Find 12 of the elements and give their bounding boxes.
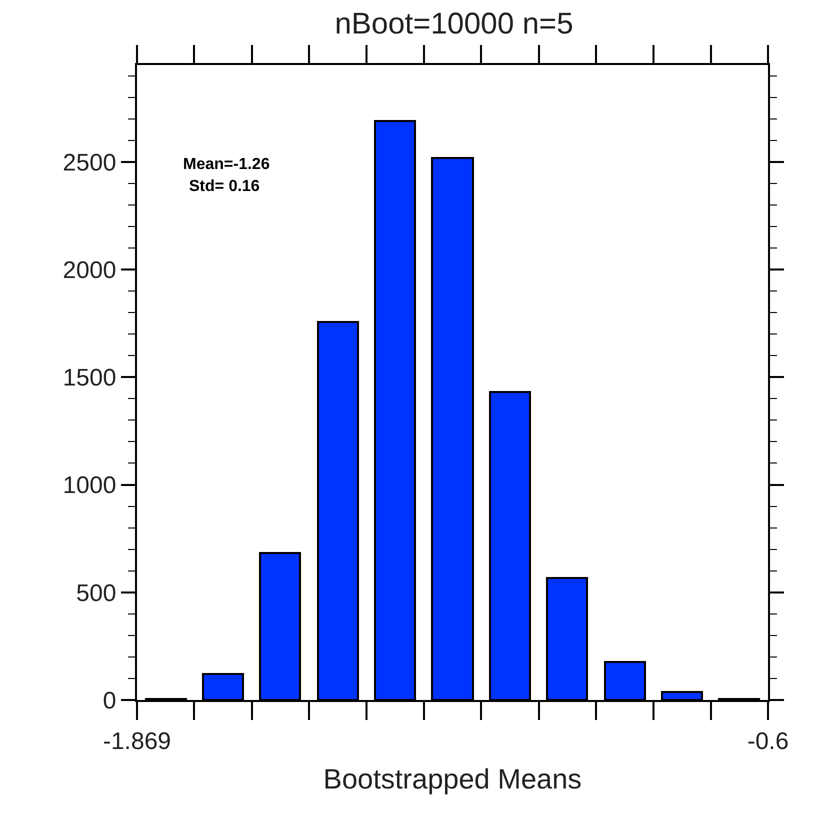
annotation: Mean=-1.26: [183, 156, 270, 173]
y-tick-label: 1000: [62, 472, 116, 500]
y-tick-label: 0: [102, 687, 116, 714]
annotation: Std= 0.16: [189, 178, 260, 195]
y-tick-label: 500: [76, 580, 116, 607]
chart-title: nBoot=10000 n=5: [334, 7, 574, 40]
x-axis-title: Bootstrapped Means: [323, 763, 582, 794]
x-tick-label: -0.6: [747, 728, 789, 755]
y-tick-label: 2500: [62, 149, 116, 176]
y-tick-label: 1500: [62, 364, 116, 392]
x-tick-label: -1.869: [102, 728, 172, 755]
y-tick-label: 2000: [62, 256, 116, 284]
